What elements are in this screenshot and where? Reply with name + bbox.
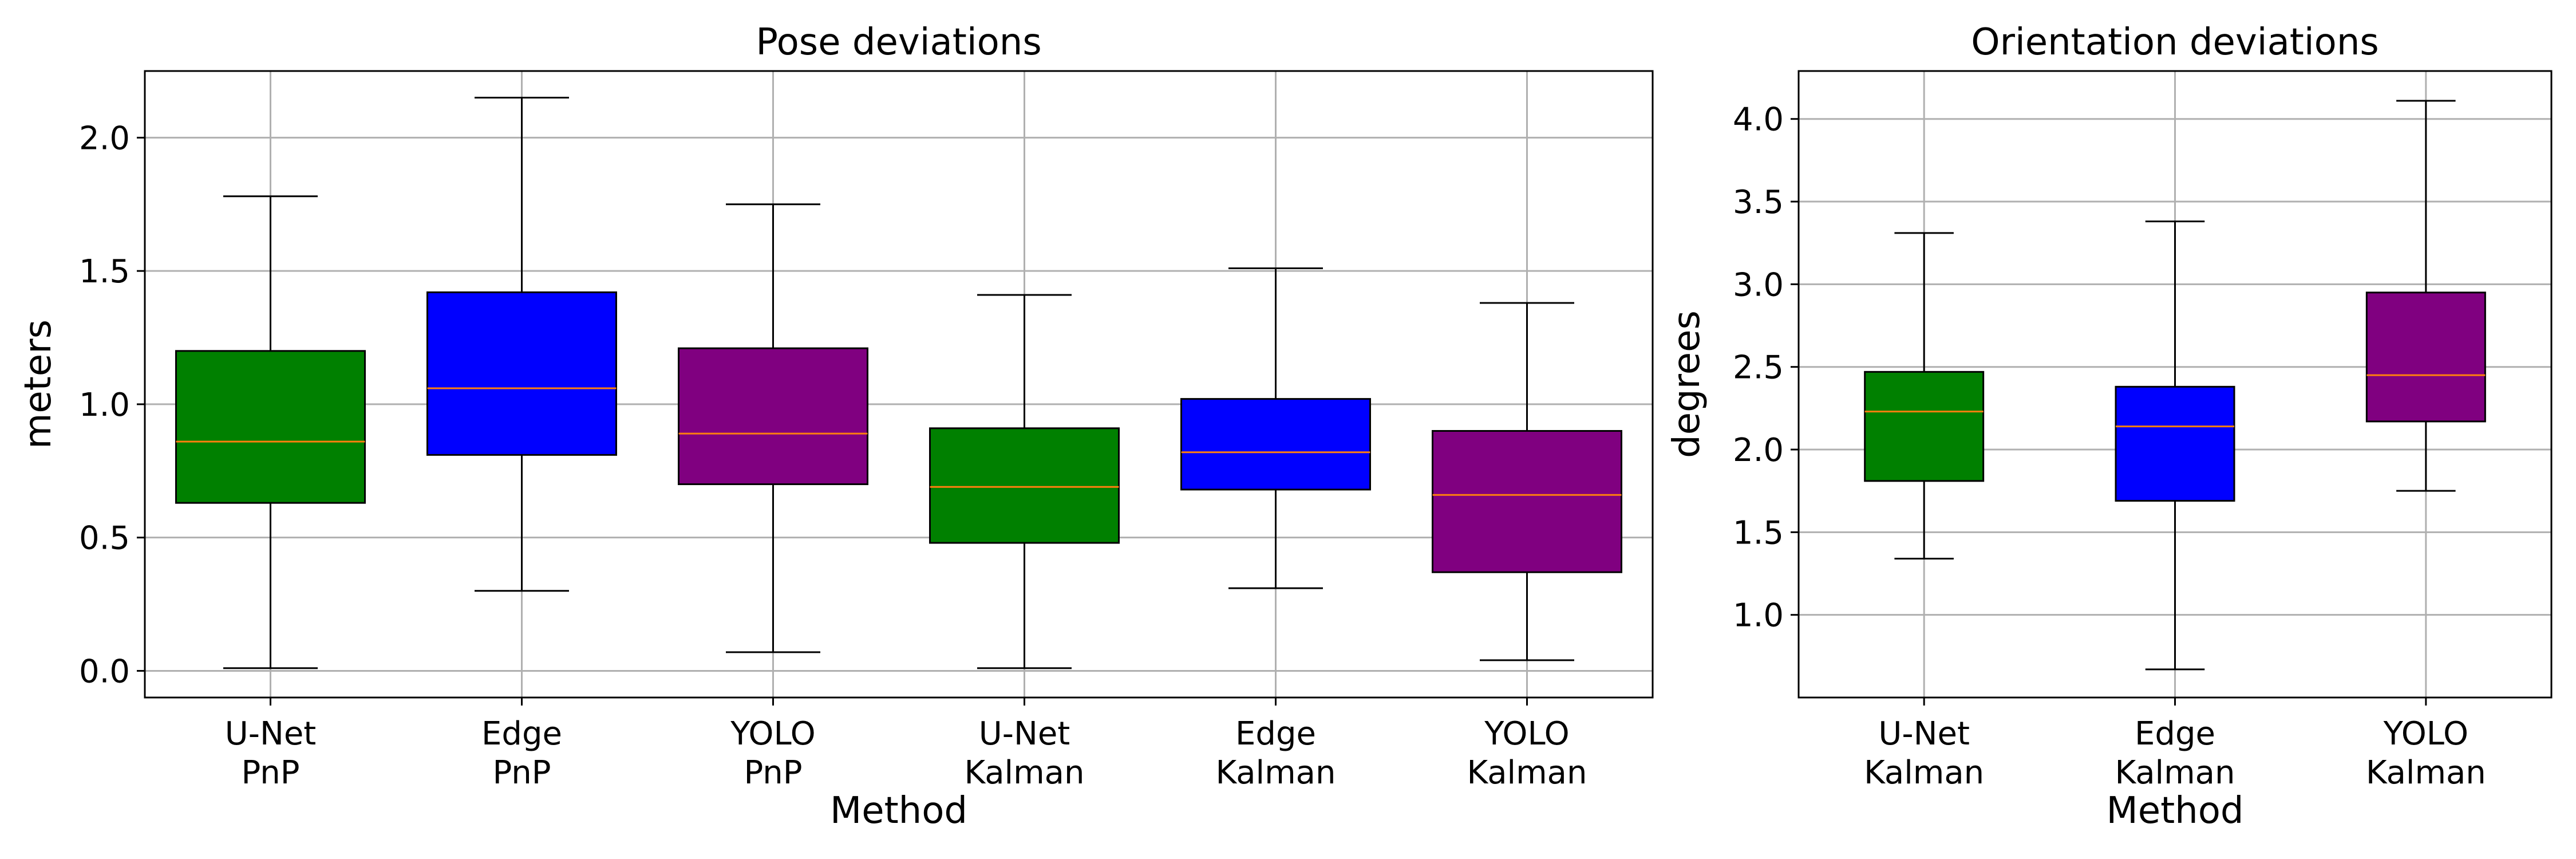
y-tick-label: 1.5	[1733, 514, 1784, 551]
x-tick-label-line1: U-Net	[225, 715, 317, 752]
y-tick-label: 3.5	[1733, 184, 1784, 221]
y-tick-label: 1.5	[79, 253, 130, 290]
box-body	[426, 291, 617, 456]
box-body	[2115, 385, 2235, 502]
box-body	[1432, 430, 1622, 573]
chart-title: Orientation deviations	[1971, 21, 2379, 64]
x-tick-label-line1: Edge	[1235, 715, 1316, 752]
plot-area	[145, 71, 1653, 698]
plot-frame	[144, 70, 1654, 699]
x-tick-label-line2: Kalman	[965, 754, 1085, 791]
box-body	[678, 347, 868, 486]
box-body	[175, 350, 366, 504]
orientation-deviations-panel: 1.01.52.02.53.03.54.0U-NetKalmanEdgeKalm…	[1666, 21, 2553, 832]
x-tick-label-line2: Kalman	[2366, 754, 2486, 791]
x-axis-label: Method	[830, 790, 967, 832]
x-tick-label-line1: YOLO	[730, 715, 816, 752]
box-body	[1864, 371, 1985, 482]
y-tick-label: 1.0	[1733, 597, 1784, 635]
pose-deviations-panel: 0.00.51.01.52.0U-NetPnPEdgePnPYOLOPnPU-N…	[17, 21, 1654, 832]
x-tick-label-line2: Kalman	[2115, 754, 2235, 791]
y-tick-label: 2.0	[79, 120, 130, 157]
box-body	[2365, 291, 2486, 423]
y-axis-label: degrees	[1666, 310, 1708, 458]
x-tick-label-line1: Edge	[481, 715, 562, 752]
chart-title: Pose deviations	[756, 21, 1041, 64]
x-tick-label-line1: U-Net	[979, 715, 1070, 752]
y-tick-label: 1.0	[79, 387, 130, 424]
y-tick-label: 3.0	[1733, 266, 1784, 304]
x-tick-label-line2: Kalman	[1467, 754, 1587, 791]
x-tick-label-line1: Edge	[2135, 715, 2215, 752]
y-tick-label: 0.0	[79, 653, 130, 690]
x-tick-label-line1: YOLO	[1484, 715, 1570, 752]
y-tick-label: 2.0	[1733, 432, 1784, 469]
box-body	[929, 427, 1120, 544]
plot-frame	[1797, 70, 2553, 699]
y-axis-label: meters	[17, 320, 60, 449]
x-tick-label-line1: U-Net	[1878, 715, 1970, 752]
y-tick-label: 2.5	[1733, 349, 1784, 387]
x-tick-label-line2: Kalman	[1216, 754, 1336, 791]
x-axis-label: Method	[2106, 790, 2243, 832]
x-tick-label-line2: PnP	[241, 754, 299, 791]
x-tick-label-line2: PnP	[492, 754, 551, 791]
box-body	[1180, 398, 1371, 491]
x-tick-label-line2: PnP	[744, 754, 802, 791]
x-tick-label-line1: YOLO	[2383, 715, 2469, 752]
y-tick-label: 0.5	[79, 520, 130, 557]
y-tick-label: 4.0	[1733, 101, 1784, 139]
x-tick-label-line2: Kalman	[1864, 754, 1984, 791]
